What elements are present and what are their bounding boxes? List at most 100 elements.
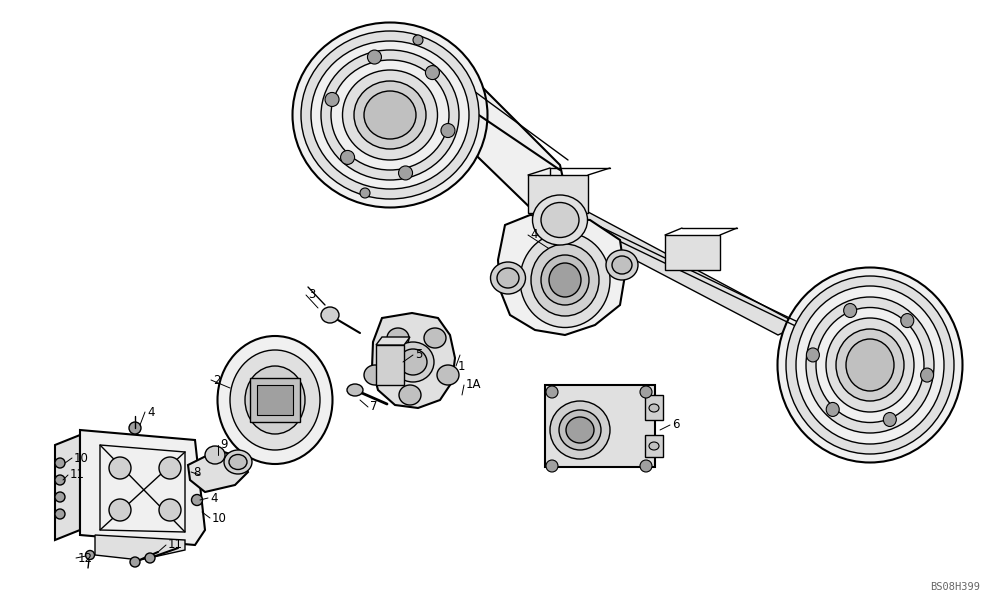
Ellipse shape	[341, 150, 355, 164]
Ellipse shape	[109, 457, 131, 479]
Text: 4: 4	[530, 228, 538, 242]
Ellipse shape	[612, 256, 632, 274]
Ellipse shape	[224, 450, 252, 474]
Ellipse shape	[826, 318, 914, 412]
Ellipse shape	[399, 349, 427, 375]
Text: 4: 4	[147, 405, 154, 419]
Ellipse shape	[836, 329, 904, 401]
Ellipse shape	[816, 307, 924, 423]
Ellipse shape	[566, 417, 594, 443]
Bar	[645, 435, 663, 457]
Text: 3: 3	[308, 289, 315, 301]
Polygon shape	[55, 435, 80, 540]
Ellipse shape	[311, 41, 469, 189]
Ellipse shape	[86, 550, 94, 559]
Ellipse shape	[546, 386, 558, 398]
Bar	[645, 395, 663, 420]
Ellipse shape	[846, 339, 894, 391]
Bar	[250, 378, 300, 422]
Text: 2: 2	[213, 373, 220, 387]
Text: 9: 9	[220, 439, 228, 452]
Text: 8: 8	[193, 466, 200, 478]
Text: 10: 10	[212, 512, 227, 524]
Ellipse shape	[541, 255, 589, 305]
Ellipse shape	[55, 509, 65, 519]
Ellipse shape	[541, 202, 579, 237]
Ellipse shape	[399, 385, 421, 405]
Ellipse shape	[159, 457, 181, 479]
Text: 4: 4	[210, 492, 218, 504]
Ellipse shape	[218, 336, 332, 464]
Ellipse shape	[321, 307, 339, 323]
Ellipse shape	[901, 313, 914, 327]
Ellipse shape	[55, 458, 65, 468]
Ellipse shape	[354, 81, 426, 149]
Text: 7: 7	[370, 400, 378, 414]
Bar	[665, 235, 720, 270]
Ellipse shape	[360, 188, 370, 198]
Ellipse shape	[230, 350, 320, 450]
Ellipse shape	[321, 50, 459, 180]
Ellipse shape	[606, 250, 638, 280]
Polygon shape	[95, 535, 185, 560]
Ellipse shape	[159, 499, 181, 521]
Polygon shape	[188, 450, 248, 492]
Ellipse shape	[55, 492, 65, 502]
Ellipse shape	[192, 495, 202, 506]
Polygon shape	[425, 75, 570, 225]
Ellipse shape	[347, 384, 363, 396]
Polygon shape	[372, 313, 455, 408]
Ellipse shape	[392, 342, 434, 382]
Bar	[545, 385, 655, 467]
Ellipse shape	[292, 22, 488, 208]
Ellipse shape	[559, 410, 601, 450]
Ellipse shape	[424, 328, 446, 348]
Ellipse shape	[55, 475, 65, 485]
Ellipse shape	[145, 553, 155, 563]
Ellipse shape	[532, 195, 588, 245]
Ellipse shape	[546, 460, 558, 472]
Ellipse shape	[826, 402, 839, 416]
Ellipse shape	[844, 303, 857, 318]
Polygon shape	[100, 445, 185, 532]
Ellipse shape	[245, 366, 305, 434]
Ellipse shape	[129, 422, 141, 434]
Ellipse shape	[413, 35, 423, 45]
Text: 11: 11	[168, 539, 183, 551]
Ellipse shape	[229, 454, 247, 469]
Ellipse shape	[437, 365, 459, 385]
Ellipse shape	[130, 557, 140, 567]
Text: 1: 1	[458, 359, 466, 373]
Polygon shape	[552, 205, 800, 335]
Text: 6: 6	[672, 419, 680, 431]
Polygon shape	[498, 215, 625, 335]
Text: 12: 12	[78, 551, 93, 565]
Ellipse shape	[883, 413, 896, 426]
Ellipse shape	[331, 60, 449, 170]
Ellipse shape	[367, 50, 381, 64]
Ellipse shape	[399, 166, 413, 180]
Bar	[257, 385, 293, 415]
Ellipse shape	[497, 268, 519, 288]
Ellipse shape	[640, 386, 652, 398]
Ellipse shape	[490, 262, 526, 294]
Ellipse shape	[640, 460, 652, 472]
Bar	[528, 175, 588, 213]
Ellipse shape	[425, 66, 439, 80]
Text: 10: 10	[74, 452, 89, 464]
Ellipse shape	[342, 70, 438, 160]
Text: BS08H399: BS08H399	[930, 582, 980, 592]
Ellipse shape	[387, 328, 409, 348]
Ellipse shape	[921, 368, 934, 382]
Text: 5: 5	[415, 349, 422, 362]
Ellipse shape	[520, 233, 610, 327]
Ellipse shape	[778, 268, 962, 463]
Ellipse shape	[109, 499, 131, 521]
Ellipse shape	[364, 91, 416, 139]
Text: 1A: 1A	[466, 379, 482, 391]
Ellipse shape	[531, 244, 599, 316]
Ellipse shape	[364, 365, 386, 385]
Ellipse shape	[786, 276, 954, 454]
Ellipse shape	[325, 92, 339, 106]
Ellipse shape	[205, 446, 225, 464]
